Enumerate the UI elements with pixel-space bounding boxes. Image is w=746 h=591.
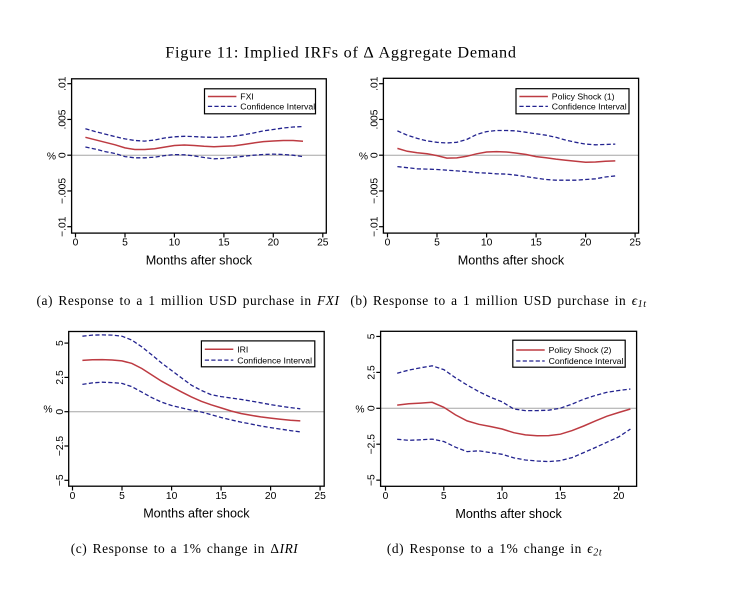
svg-text:5: 5	[367, 333, 378, 339]
svg-text:5: 5	[122, 238, 128, 249]
svg-text:(c) Response to a 1% change in: (c) Response to a 1% change in ΔIRI	[71, 541, 299, 556]
svg-text:25: 25	[317, 238, 329, 249]
svg-text:−.005: −.005	[58, 178, 69, 204]
svg-text:.01: .01	[370, 76, 381, 91]
svg-text:Months after shock: Months after shock	[146, 254, 253, 268]
svg-text:Months after shock: Months after shock	[458, 254, 565, 268]
svg-text:.005: .005	[58, 109, 69, 129]
svg-text:Confidence Interval: Confidence Interval	[552, 102, 627, 112]
svg-text:20: 20	[265, 491, 277, 502]
svg-text:10: 10	[169, 238, 181, 249]
svg-text:25: 25	[314, 491, 326, 502]
svg-text:0: 0	[58, 152, 69, 158]
svg-text:Policy Shock (2): Policy Shock (2)	[549, 345, 612, 355]
svg-text:−.005: −.005	[370, 178, 381, 204]
svg-text:−2.5: −2.5	[55, 436, 66, 457]
svg-text:Confidence Interval: Confidence Interval	[240, 102, 315, 112]
svg-text:−5: −5	[55, 474, 66, 486]
svg-text:(d) Response to a 1% change in: (d) Response to a 1% change in ϵ2t	[387, 541, 602, 558]
svg-text:−.01: −.01	[370, 216, 381, 237]
svg-text:25: 25	[629, 238, 641, 249]
svg-text:0: 0	[70, 491, 76, 502]
svg-text:0: 0	[73, 238, 79, 249]
svg-text:15: 15	[218, 238, 230, 249]
svg-text:(a) Response to a 1 million US: (a) Response to a 1 million USD purchase…	[36, 293, 339, 308]
svg-text:10: 10	[496, 491, 508, 502]
svg-text:−5: −5	[367, 474, 378, 486]
svg-text:2.5: 2.5	[55, 370, 66, 385]
svg-text:20: 20	[268, 238, 280, 249]
svg-text:10: 10	[166, 491, 178, 502]
svg-text:−2.5: −2.5	[367, 434, 378, 455]
svg-text:5: 5	[434, 238, 440, 249]
svg-text:%: %	[47, 152, 56, 163]
svg-text:Confidence Interval: Confidence Interval	[237, 355, 312, 365]
svg-text:%: %	[355, 404, 364, 415]
svg-text:Months after shock: Months after shock	[455, 507, 562, 521]
svg-text:15: 15	[215, 491, 227, 502]
svg-text:%: %	[43, 405, 52, 416]
svg-text:0: 0	[370, 152, 381, 158]
svg-text:0: 0	[55, 409, 66, 415]
svg-text:.01: .01	[58, 76, 69, 91]
svg-text:Figure 11: Implied IRFs of Δ A: Figure 11: Implied IRFs of Δ Aggregate D…	[165, 43, 517, 61]
svg-text:5: 5	[55, 340, 66, 346]
svg-text:FXI: FXI	[240, 92, 254, 102]
svg-text:15: 15	[555, 491, 567, 502]
svg-text:−.01: −.01	[58, 216, 69, 237]
svg-text:2.5: 2.5	[367, 365, 378, 380]
svg-text:5: 5	[441, 491, 447, 502]
svg-text:0: 0	[385, 238, 391, 249]
svg-text:IRI: IRI	[237, 344, 248, 354]
svg-text:Policy Shock (1): Policy Shock (1)	[552, 92, 615, 102]
svg-text:20: 20	[613, 491, 625, 502]
svg-text:20: 20	[580, 238, 592, 249]
svg-text:%: %	[359, 151, 368, 162]
svg-text:Confidence Interval: Confidence Interval	[549, 356, 624, 366]
svg-text:10: 10	[481, 238, 493, 249]
svg-text:0: 0	[367, 405, 378, 411]
svg-text:Months after shock: Months after shock	[143, 507, 250, 521]
svg-text:(b) Response to a 1 million US: (b) Response to a 1 million USD purchase…	[350, 293, 646, 310]
svg-text:5: 5	[119, 491, 125, 502]
svg-text:15: 15	[530, 238, 542, 249]
svg-text:.005: .005	[370, 109, 381, 129]
svg-text:0: 0	[383, 491, 389, 502]
